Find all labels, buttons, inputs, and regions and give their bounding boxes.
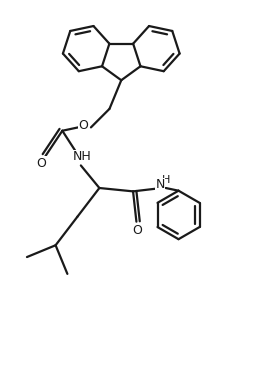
Text: O: O: [79, 119, 89, 132]
Text: O: O: [132, 224, 142, 237]
Text: O: O: [37, 157, 46, 170]
Text: H: H: [162, 174, 170, 185]
Text: N: N: [155, 178, 165, 191]
Text: NH: NH: [73, 150, 92, 163]
